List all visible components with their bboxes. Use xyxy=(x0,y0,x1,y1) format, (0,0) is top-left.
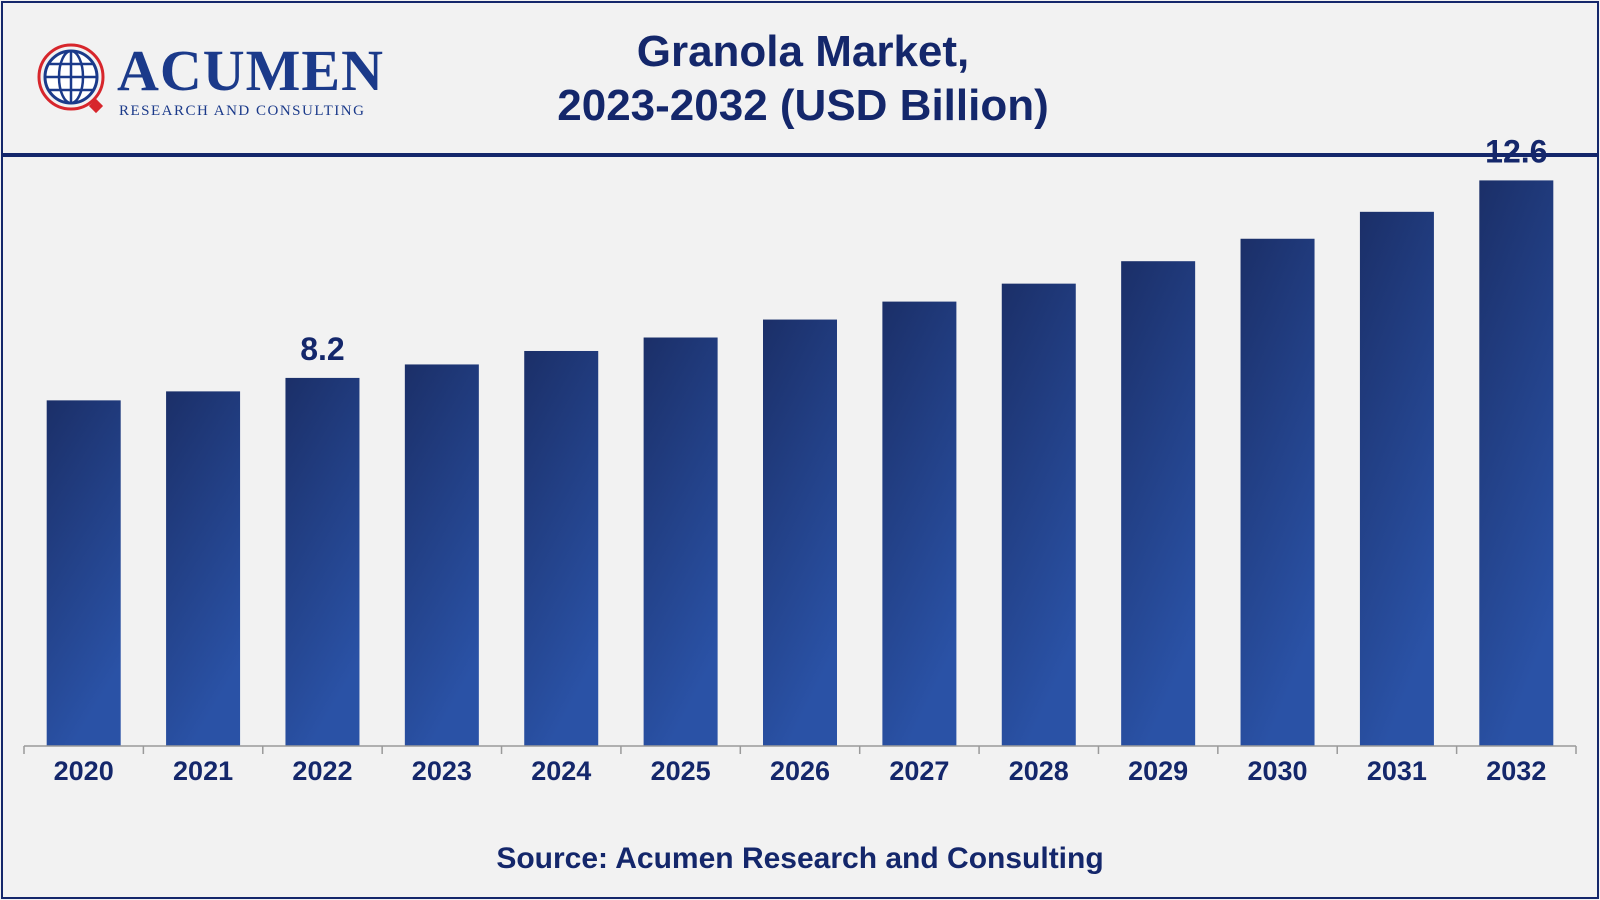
x-tick-label-2029: 2029 xyxy=(1128,756,1188,786)
bar-2020 xyxy=(46,400,121,746)
x-tick-label-2021: 2021 xyxy=(173,756,233,786)
globe-icon xyxy=(37,43,105,114)
chart-title: Granola Market, 2023-2032 (USD Billion) xyxy=(433,25,1173,133)
bar-2025 xyxy=(643,337,718,746)
data-label-2022: 8.2 xyxy=(300,331,344,367)
logo-wordmark: ACUMEN xyxy=(117,38,384,103)
x-tick-label-2026: 2026 xyxy=(770,756,830,786)
chart-title-line-2: 2023-2032 (USD Billion) xyxy=(557,81,1049,130)
bar-2022 xyxy=(285,377,360,746)
x-axis-labels: 2020 2021 2022 2023 2024 2025 2026 2027 2028 2029… xyxy=(54,756,1547,786)
x-axis-ticks xyxy=(23,746,1577,754)
data-labels: 8.2 12.6 xyxy=(300,133,1547,367)
bar-2021 xyxy=(166,391,241,746)
data-label-2032: 12.6 xyxy=(1485,133,1547,169)
bar-2026 xyxy=(763,319,837,746)
bar-2030 xyxy=(1240,238,1315,746)
bar-2032 xyxy=(1479,180,1554,746)
x-tick-label-2023: 2023 xyxy=(412,756,472,786)
source-note: Source: Acumen Research and Consulting xyxy=(496,842,1104,875)
x-tick-label-2032: 2032 xyxy=(1486,756,1546,786)
bar-2028 xyxy=(1001,283,1076,746)
bar-series xyxy=(46,180,1554,747)
x-tick-label-2030: 2030 xyxy=(1247,756,1307,786)
x-tick-label-2022: 2022 xyxy=(292,756,352,786)
x-tick-label-2025: 2025 xyxy=(651,756,711,786)
bar-2023 xyxy=(404,364,479,746)
x-tick-label-2031: 2031 xyxy=(1367,756,1427,786)
bar-2031 xyxy=(1359,211,1434,747)
x-tick-label-2020: 2020 xyxy=(54,756,114,786)
logo-tagline: RESEARCH AND CONSULTING xyxy=(119,103,366,119)
bar-2027 xyxy=(882,301,957,746)
chart-title-line-1: Granola Market, xyxy=(636,27,970,76)
header: ACUMEN RESEARCH AND CONSULTING Granola M… xyxy=(3,3,1597,157)
bar-2029 xyxy=(1121,261,1196,746)
acumen-logo: ACUMEN RESEARCH AND CONSULTING xyxy=(33,37,393,123)
x-tick-label-2027: 2027 xyxy=(889,756,949,786)
x-tick-label-2028: 2028 xyxy=(1009,756,1069,786)
bar-2024 xyxy=(524,350,599,746)
x-tick-label-2024: 2024 xyxy=(531,756,591,786)
